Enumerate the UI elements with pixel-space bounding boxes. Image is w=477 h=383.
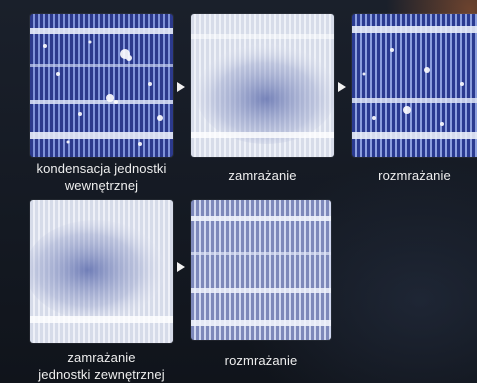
- arrow-right-icon: [338, 82, 346, 92]
- caption-defrosting: rozmrażanie: [352, 167, 477, 184]
- caption-outdoor-defrosting: rozmrażanie: [191, 352, 331, 369]
- caption-line: rozmrażanie: [378, 168, 451, 183]
- outdoor-defrosting-image: [191, 200, 331, 340]
- caption-line: rozmrażanie: [224, 353, 298, 368]
- defrosting-image: [352, 14, 477, 157]
- arrow-right-icon: [177, 262, 185, 272]
- arrow-right-icon: [177, 82, 185, 92]
- caption-line: kondensacja jednostki: [36, 161, 167, 176]
- caption-line: zamrażanie: [228, 168, 297, 183]
- caption-freezing: zamrażanie: [191, 167, 334, 184]
- caption-line: wewnętrznej: [64, 178, 139, 193]
- indoor-condensation-image: [30, 14, 173, 157]
- caption-line: zamrażanie: [67, 350, 136, 365]
- caption-indoor-condensation: kondensacja jednostki wewnętrznej: [10, 160, 193, 194]
- caption-outdoor-freezing: zamrażanie jednostki zewnętrznej: [15, 349, 188, 383]
- freezing-image: [191, 14, 334, 157]
- outdoor-freezing-image: [30, 200, 173, 343]
- caption-line: jednostki zewnętrznej: [38, 367, 165, 382]
